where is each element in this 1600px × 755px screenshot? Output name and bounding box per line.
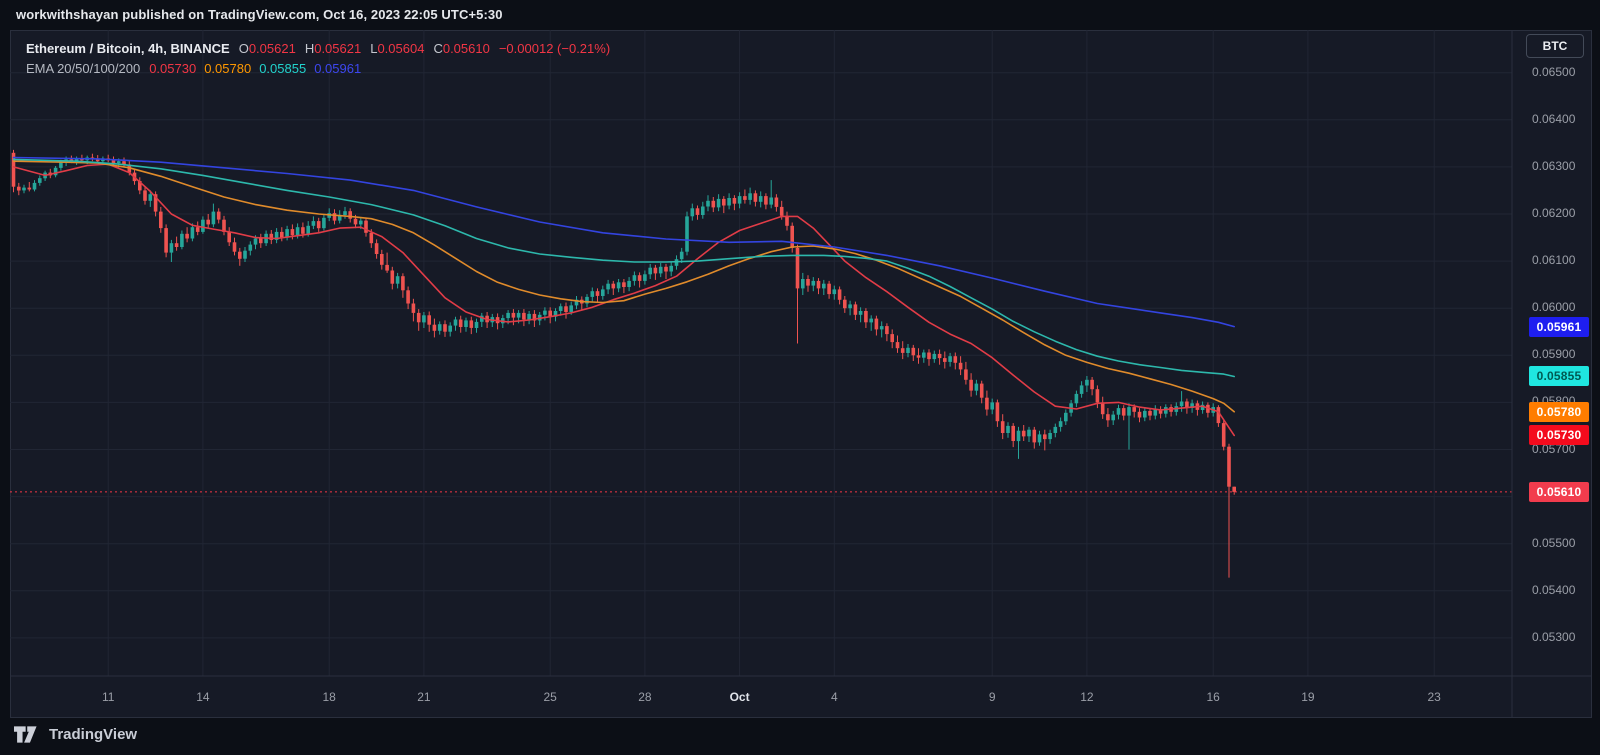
ema-value-0: 0.05730 <box>149 60 197 76</box>
indicator-values: 0.05730 0.05780 0.05855 0.05961 <box>149 61 361 76</box>
price-tick-0.05900: 0.05900 <box>1532 347 1576 362</box>
time-tick-16: 16 <box>1206 690 1220 704</box>
time-tick-11: 11 <box>101 690 115 704</box>
ema-price-tag-0.05780: 0.05780 <box>1529 401 1589 422</box>
time-tick-21: 21 <box>417 690 431 704</box>
ema-price-tag-0.05855: 0.05855 <box>1529 366 1589 387</box>
current-price-tag: 0.05610 <box>1529 481 1589 502</box>
tradingview-logo-icon <box>14 726 37 743</box>
symbol-row: Ethereum / Bitcoin, 4h, BINANCE O0.05621… <box>26 38 610 58</box>
footer-bar: TradingView <box>0 718 1600 755</box>
ema-value-3: 0.05961 <box>314 60 362 76</box>
chart-panel <box>10 30 1592 718</box>
change-value: −0.00012 (−0.21%) <box>498 40 611 56</box>
price-tick-0.06200: 0.06200 <box>1532 206 1576 220</box>
ohlc-O: O0.05621 <box>238 40 296 56</box>
ohlc-H: H0.05621 <box>304 40 362 56</box>
ema-value-1: 0.05780 <box>204 60 252 76</box>
ema-price-tag-0.05730: 0.05730 <box>1529 425 1589 446</box>
time-tick-23: 23 <box>1427 690 1441 704</box>
currency-unit-button[interactable]: BTC <box>1526 34 1584 58</box>
price-tick-0.05500: 0.05500 <box>1532 535 1576 550</box>
time-tick-28: 28 <box>638 690 652 704</box>
price-tick-0.06300: 0.06300 <box>1532 158 1576 173</box>
ohlc-C: C0.05610 <box>433 40 490 56</box>
price-tick-0.05300: 0.05300 <box>1532 629 1576 644</box>
time-tick-12: 12 <box>1080 690 1094 704</box>
time-tick-4: 4 <box>830 690 838 704</box>
published-text: workwithshayan published on TradingView.… <box>16 7 503 22</box>
price-chart[interactable] <box>10 30 1592 718</box>
price-tick-0.06500: 0.06500 <box>1532 64 1576 79</box>
tradingview-brand-link[interactable]: TradingView <box>14 726 137 743</box>
price-axis[interactable]: 0.06500 0.06400 0.06300 0.06200 0.06100 0.060… <box>1522 30 1600 676</box>
price-tick-0.05400: 0.05400 <box>1532 582 1576 597</box>
indicator-title[interactable]: EMA 20/50/100/200 <box>26 60 141 76</box>
time-tick-Oct: Oct <box>729 690 750 704</box>
time-tick-14: 14 <box>196 690 210 704</box>
time-tick-19: 19 <box>1301 690 1315 704</box>
ohlc-values: O0.05621 H0.05621 L0.05604 C0.05610 <box>239 41 490 56</box>
symbol-title[interactable]: Ethereum / Bitcoin, 4h, BINANCE <box>26 40 230 56</box>
time-tick-25: 25 <box>543 690 557 704</box>
time-tick-9: 9 <box>988 690 996 704</box>
time-tick-18: 18 <box>322 690 336 704</box>
ohlc-L: L0.05604 <box>370 40 425 56</box>
published-bar: workwithshayan published on TradingView.… <box>0 0 1600 30</box>
chart-legend: Ethereum / Bitcoin, 4h, BINANCE O0.05621… <box>26 38 610 78</box>
brand-text: TradingView <box>49 726 138 743</box>
price-tick-0.06400: 0.06400 <box>1532 111 1576 126</box>
ema-value-2: 0.05855 <box>259 60 307 76</box>
indicator-row: EMA 20/50/100/200 0.05730 0.05780 0.05855 0… <box>26 58 610 78</box>
time-axis[interactable]: 11 14 18 21 25 28 Oct 4 9 12 16 19 23 <box>10 676 1592 718</box>
ema-price-tag-0.05961: 0.05961 <box>1529 316 1589 337</box>
price-tick-0.06100: 0.06100 <box>1532 253 1576 268</box>
price-tick-0.06000: 0.06000 <box>1532 300 1576 315</box>
